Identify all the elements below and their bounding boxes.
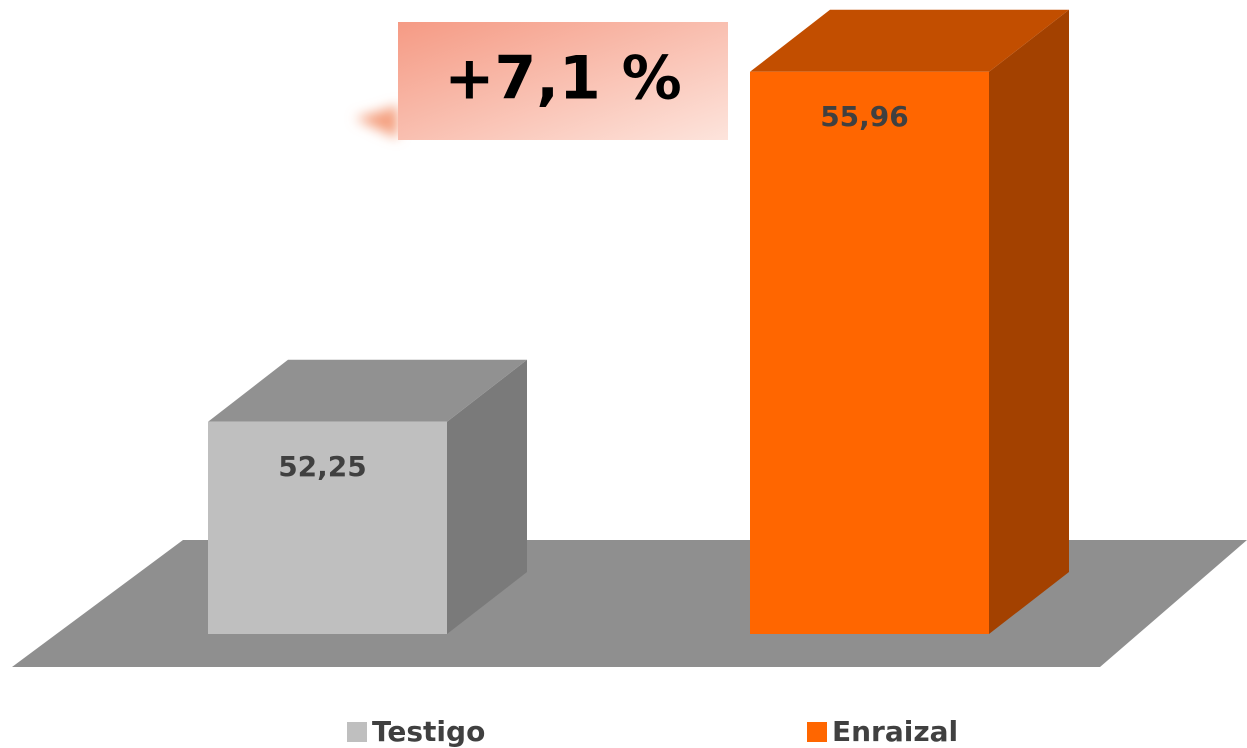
bar [208, 359, 527, 634]
legend-swatch [347, 722, 367, 742]
bars: 52,25 55,96 [208, 9, 1069, 635]
bar-front [750, 71, 989, 635]
annotation: +7,1 % [355, 22, 728, 140]
annotation-box [398, 22, 728, 140]
bar-top [750, 9, 1069, 72]
legend: Testigo Enraizal [347, 715, 958, 748]
data-label: 55,96 [820, 100, 909, 133]
data-label: 52,25 [278, 450, 367, 483]
annotation-shadow [355, 105, 398, 138]
legend-swatch [807, 722, 827, 742]
bar [750, 9, 1069, 635]
annotation-text: +7,1 % [444, 44, 682, 114]
legend-label: Enraizal [832, 715, 958, 748]
bar-side [989, 9, 1069, 635]
bar-front [208, 421, 447, 634]
legend-label: Testigo [372, 715, 485, 748]
bar-top [208, 359, 527, 422]
bar-side [447, 359, 527, 634]
